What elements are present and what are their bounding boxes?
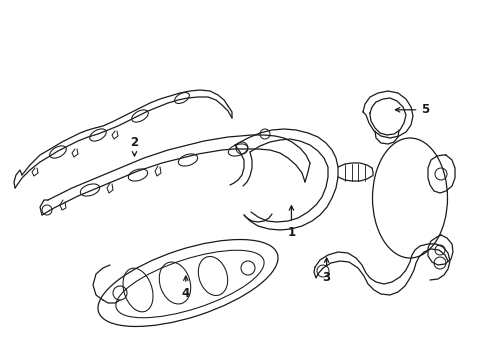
Text: 3: 3 (322, 258, 330, 284)
Text: 2: 2 (130, 136, 138, 156)
Text: 4: 4 (182, 276, 189, 300)
Text: 5: 5 (395, 103, 428, 116)
Text: 1: 1 (287, 206, 295, 239)
